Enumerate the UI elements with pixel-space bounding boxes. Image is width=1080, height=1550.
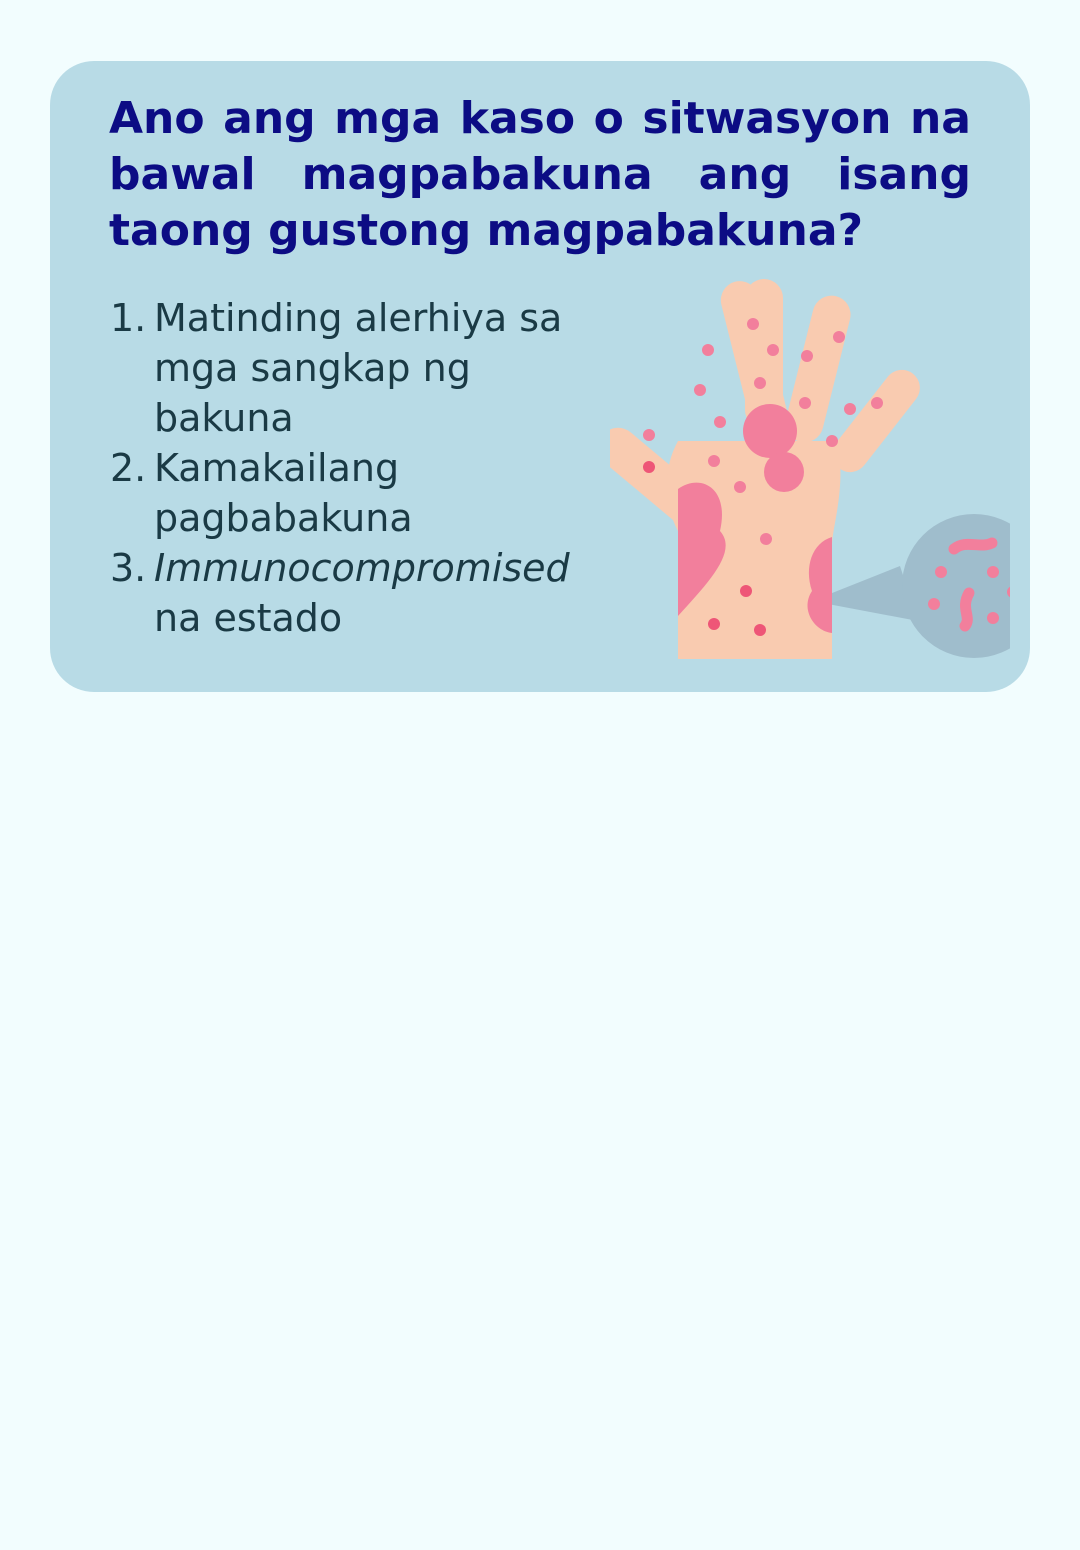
list-item: 2. Kamakailang pagbabakuna [104,443,604,543]
list-item-text: Matinding alerhiya sa mga sangkap ng bak… [154,296,563,440]
list-item-number: 1. [110,296,147,340]
info-card: Ano ang mga kaso o sitwasyon na bawal ma… [50,61,1030,692]
list-item-text: Kamakailang pagbabakuna [154,446,413,540]
contraindication-list: 1. Matinding alerhiya sa mga sangkap ng … [104,293,604,643]
list-item: 3. Immunocompromised na estado [104,543,604,643]
list-item-text: na estado [154,596,343,640]
list-item: 1. Matinding alerhiya sa mga sangkap ng … [104,293,604,443]
list-item-number: 3. [110,546,147,590]
card-title: Ano ang mga kaso o sitwasyon na bawal ma… [109,93,971,256]
list-item-emphasis: Immunocompromised [154,546,570,590]
list-item-number: 2. [110,446,147,490]
rash-hand-icon [610,279,1010,659]
